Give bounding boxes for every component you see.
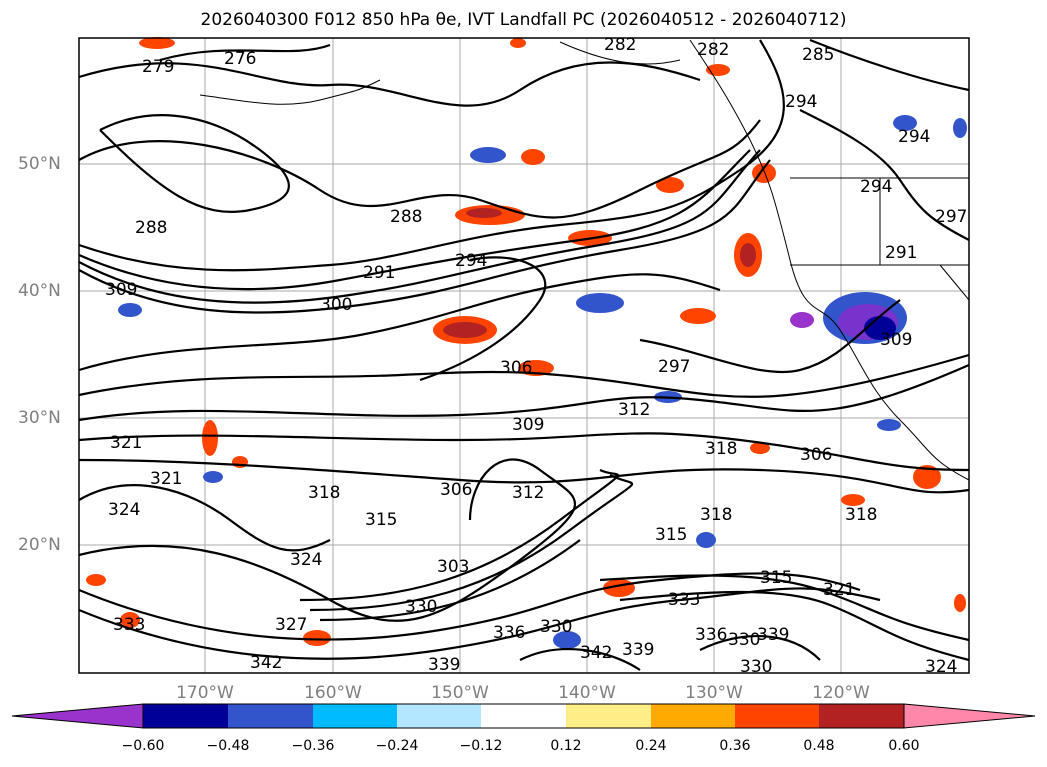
- contour-label: 294: [860, 177, 892, 197]
- contour-label: 324: [290, 550, 322, 570]
- contour-label: 279: [142, 57, 174, 77]
- contour-label: 324: [108, 500, 140, 520]
- lat-label: 20°N: [18, 535, 61, 555]
- contour-label: 282: [604, 35, 636, 55]
- colorbar-swatch: [481, 704, 566, 728]
- contour-label: 330: [728, 630, 760, 650]
- colorbar-tick: −0.48: [206, 738, 250, 754]
- contour-label: 288: [390, 207, 422, 227]
- map-title: 2026040300 F012 850 hPa θe, IVT Landfall…: [200, 10, 847, 30]
- colorbar-swatch: [651, 704, 735, 728]
- contour-label: 306: [440, 480, 472, 500]
- colorbar-swatch: [735, 704, 819, 728]
- contour-label: 324: [925, 657, 957, 677]
- contour-label: 288: [135, 218, 167, 238]
- contour-label: 309: [105, 280, 137, 300]
- contour-label: 333: [668, 590, 700, 610]
- colorbar-tick: −0.36: [291, 738, 335, 754]
- colorbar-swatch: [819, 704, 904, 728]
- contour-label: 342: [250, 653, 282, 673]
- contour-label: 339: [757, 625, 789, 645]
- colorbar-swatch: [313, 704, 397, 728]
- contour-label: 321: [823, 580, 855, 600]
- contour-label: 330: [740, 657, 772, 677]
- contour-label: 297: [658, 357, 690, 377]
- contour-label: 315: [365, 510, 397, 530]
- colorbar-tick: 0.36: [719, 738, 751, 754]
- contour-label: 330: [540, 617, 572, 637]
- colorbar: [11, 703, 1036, 729]
- contour-label: 318: [700, 505, 732, 525]
- colorbar-swatch: [397, 704, 481, 728]
- map-frame: [78, 37, 970, 674]
- contour-label: 318: [705, 439, 737, 459]
- contour-label: 342: [580, 643, 612, 663]
- contour-label: 336: [493, 623, 525, 643]
- colorbar-tick: −0.60: [121, 738, 165, 754]
- contour-label: 339: [622, 640, 654, 660]
- contour-labels: 279 276 282 282 285 294 294 288 288 291 …: [105, 35, 967, 677]
- colorbar-swatch: [228, 704, 313, 728]
- colorbar-tick: −0.24: [375, 738, 419, 754]
- colorbar-tick: 0.12: [550, 738, 582, 754]
- colorbar-extend-low: [11, 703, 144, 729]
- contour-label: 291: [363, 263, 395, 283]
- contour-label: 321: [110, 433, 142, 453]
- lon-label: 120°W: [812, 683, 870, 703]
- contour-label: 318: [845, 505, 877, 525]
- colorbar-swatch: [566, 704, 651, 728]
- colorbar-extend-high: [903, 703, 1036, 729]
- contour-label: 297: [935, 207, 967, 227]
- contour-label: 312: [618, 400, 650, 420]
- contour-label: 330: [405, 597, 437, 617]
- contour-label: 312: [512, 483, 544, 503]
- contour-label: 300: [320, 295, 352, 315]
- contour-label: 306: [500, 358, 532, 378]
- coastlines: [199, 39, 970, 481]
- contour-label: 294: [898, 127, 930, 147]
- lon-label: 140°W: [558, 683, 616, 703]
- contour-label: 315: [655, 525, 687, 545]
- lat-label: 40°N: [18, 281, 61, 301]
- contour-label: 309: [512, 415, 544, 435]
- contour-label: 309: [880, 330, 912, 350]
- contour-label: 291: [885, 243, 917, 263]
- colorbar-tick: 0.48: [803, 738, 835, 754]
- map-panel: [79, 38, 969, 673]
- contour-label: 294: [785, 92, 817, 112]
- lon-label: 170°W: [176, 683, 234, 703]
- contour-label: 339: [428, 655, 460, 675]
- contour-label: 327: [275, 615, 307, 635]
- contour-label: 285: [802, 45, 834, 65]
- lat-label: 50°N: [18, 154, 61, 174]
- colorbar-tick: 0.60: [888, 738, 920, 754]
- contour-label: 336: [695, 625, 727, 645]
- contour-label: 306: [800, 445, 832, 465]
- pc-shading: [86, 37, 967, 649]
- lon-label: 130°W: [685, 683, 743, 703]
- lon-label: 150°W: [431, 683, 489, 703]
- contour-label: 294: [455, 251, 487, 271]
- contour-label: 315: [760, 568, 792, 588]
- contour-label: 333: [113, 615, 145, 635]
- contour-label: 321: [150, 469, 182, 489]
- theta-e-contours: [78, 38, 970, 671]
- colorbar-tick: 0.24: [635, 738, 667, 754]
- colorbar-tick: −0.12: [459, 738, 503, 754]
- colorbar-swatch: [143, 704, 228, 728]
- lat-label: 30°N: [18, 408, 61, 428]
- contour-label: 276: [224, 49, 256, 69]
- contour-label: 303: [437, 557, 469, 577]
- contour-label: 282: [697, 40, 729, 60]
- lon-label: 160°W: [304, 683, 362, 703]
- contour-label: 318: [308, 483, 340, 503]
